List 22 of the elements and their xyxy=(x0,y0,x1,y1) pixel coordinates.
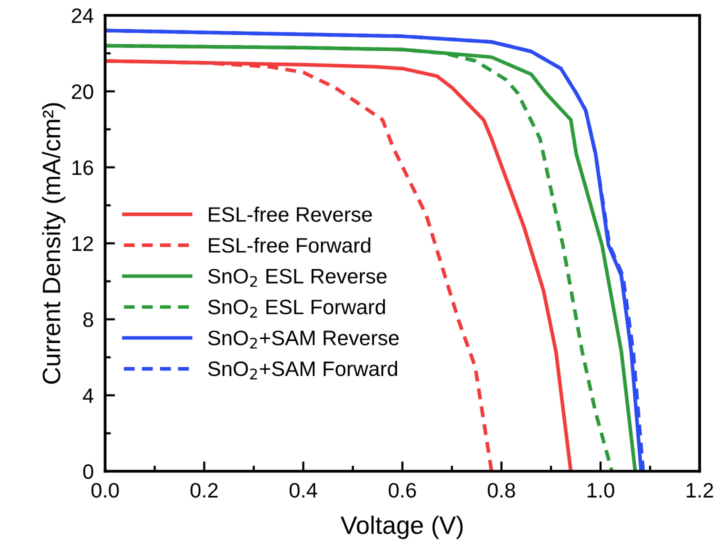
x-tick-label: 0.2 xyxy=(190,482,218,498)
y-tick-label: 24 xyxy=(72,8,94,23)
y-tick-label: 16 xyxy=(72,160,94,176)
legend-label: ESL-free Reverse xyxy=(208,206,372,222)
y-tick-label: 12 xyxy=(72,236,93,251)
x-tick-label: 0.6 xyxy=(388,482,416,498)
y-tick-label: 8 xyxy=(83,312,94,328)
legend-label: ESL-free Forward xyxy=(208,237,370,253)
y-axis-title: Current Density (mA/cm²) xyxy=(42,103,66,384)
x-tick-label: 1.2 xyxy=(686,482,714,498)
legend-label: SnO$_{2}$+SAM Reverse xyxy=(208,330,399,349)
legend-label: SnO$_{2}$ ESL Forward xyxy=(208,299,385,318)
y-tick-label: 20 xyxy=(72,84,94,100)
legend-label: SnO$_{2}$ ESL Reverse xyxy=(208,268,387,287)
x-tick-label: 1.0 xyxy=(588,482,614,498)
y-tick-label: 0 xyxy=(83,464,94,480)
x-tick-label: 0.8 xyxy=(488,482,516,498)
y-tick-label: 4 xyxy=(82,388,94,403)
legend-label: SnO$_{2}$+SAM Forward xyxy=(208,360,398,380)
x-tick-label: 0.0 xyxy=(91,482,119,498)
x-axis-title: Voltage (V) xyxy=(340,516,463,540)
x-tick-label: 0.4 xyxy=(290,482,318,498)
